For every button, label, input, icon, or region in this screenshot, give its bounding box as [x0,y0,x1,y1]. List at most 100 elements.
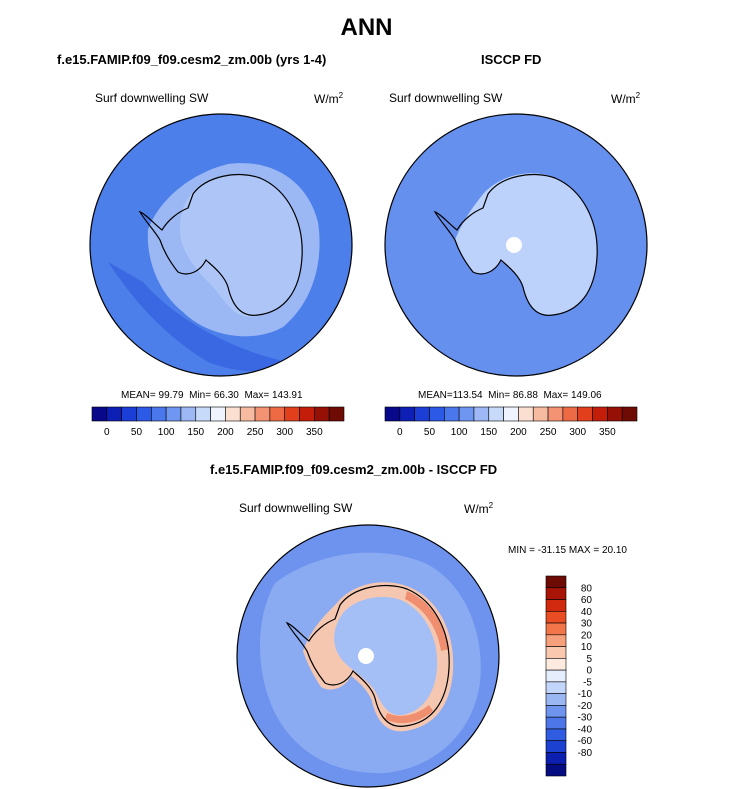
model-polar-map [89,113,353,377]
obs-coastline [433,173,598,316]
obs-colorbar-tick-label: 250 [540,427,557,438]
diff-colorbar-swatch [545,716,567,730]
diff-polar-map [236,524,500,788]
obs-colorbar-swatch [384,406,401,422]
obs-missing-pole [506,237,522,253]
model-colorbar-swatch [121,406,137,422]
model-colorbar-tick-label: 100 [158,427,175,438]
model-colorbar-swatch [180,406,197,422]
model-coastline [138,173,303,316]
diff-panel-title: f.e15.FAMIP.f09_f09.cesm2_zm.00b - ISCCP… [210,462,498,477]
model-colorbar-tick-label: 350 [306,427,323,438]
obs-stats: MEAN=113.54 Min= 86.88 Max= 149.06 [418,390,602,401]
model-colorbar-swatch [328,406,345,422]
diff-colorbar-swatch [545,634,567,647]
diff-colorbar-swatch [545,681,567,694]
model-colorbar-swatch [299,406,315,422]
model-colorbar-swatch [210,406,226,422]
model-units-label: W/m2 [314,91,344,106]
obs-colorbar-swatch [518,406,534,422]
model-colorbar-swatch [195,406,211,422]
model-colorbar-tick-label: 150 [187,427,204,438]
diff-colorbar-swatch [545,705,567,718]
model-colorbar-tick-label: 250 [247,427,264,438]
model-colorbar-swatch [269,406,286,422]
diff-colorbar-tick-label: 20 [581,630,593,641]
obs-colorbar-tick-label: 150 [480,427,497,438]
diff-colorbar-tick-label: 80 [581,583,593,594]
diff-interior-negative [334,597,438,716]
page-title: ANN [340,14,393,41]
diff-colorbar-swatch [545,575,567,589]
obs-polar-map [384,113,648,377]
diff-colorbar-swatch [545,763,567,777]
diff-variable-label: Surf downwelling SW [239,501,353,515]
model-colorbar-tick-label: 300 [276,427,293,438]
diff-colorbar-tick-label: 0 [586,666,592,677]
model-low-sw-band [108,262,288,371]
diff-stats: MIN = -31.15 MAX = 20.10 [508,545,627,556]
obs-colorbar-swatch [429,406,445,422]
obs-colorbar-swatch [621,406,638,422]
obs-colorbar-swatch [443,406,460,422]
model-colorbar-swatch [106,406,122,422]
diff-colorbar-swatch [545,622,567,636]
model-colorbar-swatch [239,406,256,422]
obs-colorbar-swatch [577,406,593,422]
model-colorbar-swatch [165,406,182,422]
obs-colorbar-swatch [488,406,504,422]
obs-colorbar-swatch [414,406,430,422]
obs-variable-label: Surf downwelling SW [389,91,503,105]
model-variable-label: Surf downwelling SW [95,91,209,105]
obs-colorbar-tick-label: 50 [424,427,436,438]
diff-hot-spot-south [385,705,433,724]
obs-colorbar-swatch [607,406,623,422]
obs-colorbar-tick-label: 300 [569,427,586,438]
diff-colorbar-swatch [545,610,567,624]
diff-colorbar-tick-label: -5 [583,677,592,688]
obs-units-label: W/m2 [611,91,641,106]
model-stats: MEAN= 99.79 Min= 66.30 Max= 143.91 [121,390,303,401]
diff-colorbar-tick-label: 60 [581,595,593,606]
diff-colorbar-swatch [545,587,567,600]
diff-map-border [236,524,500,788]
diff-colorbar-swatch [545,658,567,671]
diff-missing-pole [358,648,374,664]
model-colorbar-tick-label: 200 [217,427,234,438]
diff-colorbar-tick-label: 40 [581,607,593,618]
diff-colorbar-tick-label: -20 [578,701,593,712]
diff-colorbar-swatch [545,728,567,742]
diff-colorbar-swatch [545,669,567,683]
model-colorbar-swatch [284,406,300,422]
diff-colorbar-swatch [545,740,567,753]
diff-colorbar-tick-label: -10 [578,689,593,700]
diff-colorbar-swatch [545,646,567,659]
obs-colorbar-tick-label: 0 [397,427,403,438]
model-panel-title: f.e15.FAMIP.f09_f09.cesm2_zm.00b (yrs 1-… [57,52,327,67]
obs-colorbar-swatch [503,406,519,422]
obs-colorbar-swatch [473,406,490,422]
model-colorbar-swatch [150,406,167,422]
diff-colorbar-swatch [545,693,567,706]
model-colorbar-swatch [254,406,271,422]
model-colorbar-tick-label: 50 [131,427,143,438]
obs-colorbar-swatch [562,406,579,422]
model-map-border [89,113,353,377]
model-colorbar-swatch [314,406,330,422]
model-colorbar-tick-label: 0 [104,427,110,438]
diff-units-label: W/m2 [464,501,494,516]
model-colorbar: 0 50 100 150 200 250 300 350 [91,406,345,438]
diff-colorbar-swatch [545,752,567,765]
diff-colorbar-tick-label: 5 [586,654,592,665]
obs-colorbar-tick-label: 100 [451,427,468,438]
obs-panel-title: ISCCP FD [481,52,542,67]
obs-colorbar-tick-label: 350 [599,427,616,438]
obs-map-border [384,113,648,377]
diff-colorbar-tick-label: -40 [578,724,593,735]
diff-colorbar-tick-label: -60 [578,736,593,747]
diff-coastline [285,584,450,727]
model-antarctic-interior [180,174,303,318]
diff-colorbar-tick-label: 30 [581,619,593,630]
diff-hot-spot-east [405,591,449,651]
obs-colorbar-swatch [458,406,475,422]
